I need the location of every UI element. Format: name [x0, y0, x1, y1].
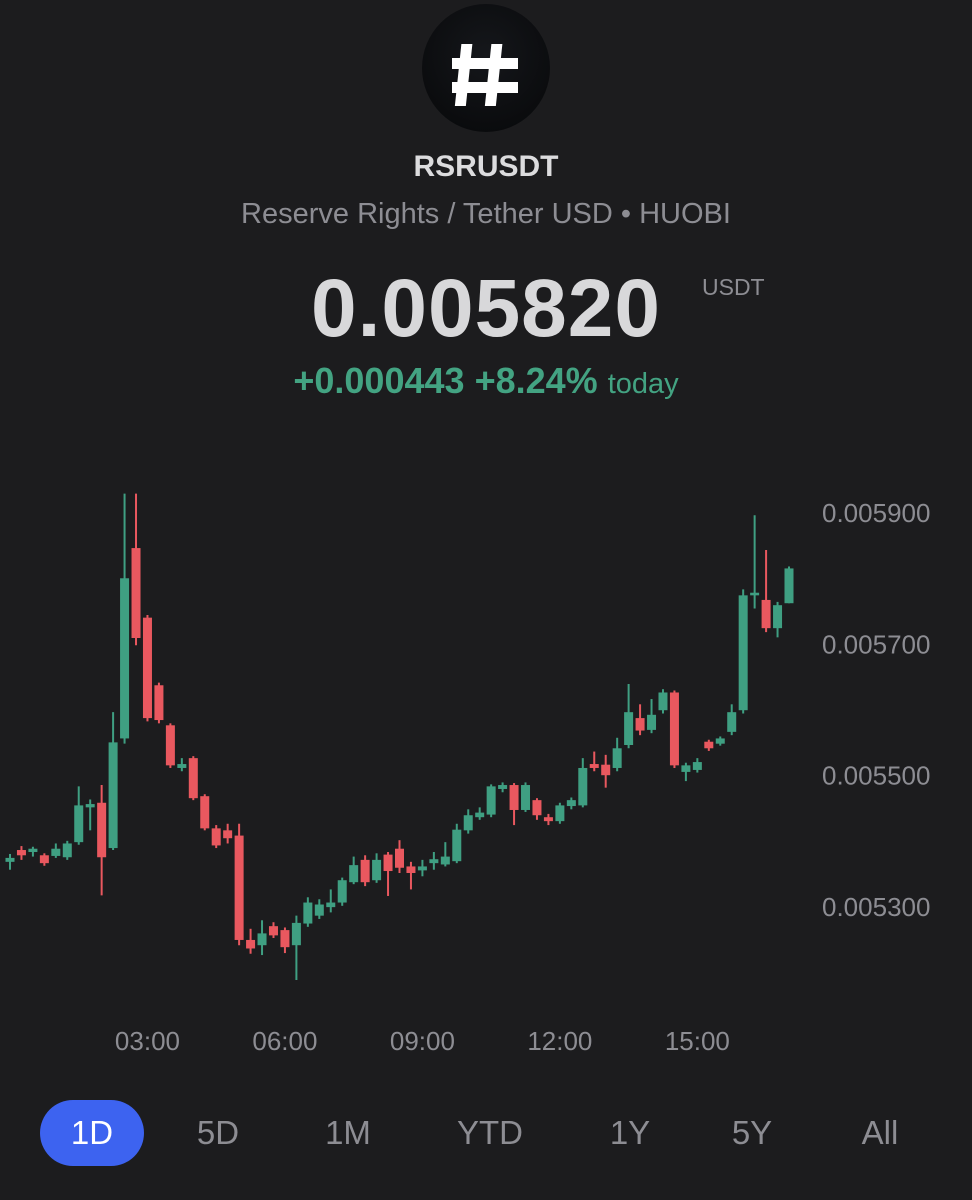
x-tick-label: 03:00: [115, 1026, 180, 1056]
candle-body: [234, 835, 244, 940]
candle-body: [452, 829, 462, 862]
candle-body: [440, 856, 450, 865]
candle-body: [280, 930, 290, 948]
candle-body: [761, 599, 771, 629]
candle-body: [406, 866, 416, 873]
range-tab[interactable]: 5D: [196, 1114, 240, 1151]
candle-body: [395, 848, 404, 868]
candle-body: [624, 712, 634, 745]
price: 0.005820: [310, 263, 661, 354]
range-tabs: 1D 5D 1M YTD 1Y 5Y All: [0, 1100, 972, 1166]
candle-body: [383, 854, 393, 872]
candle-body: [62, 843, 72, 858]
candle-body: [612, 748, 622, 768]
candle-body: [647, 714, 657, 730]
y-tick-label: 0.005300: [822, 892, 930, 922]
candle-body: [521, 785, 531, 810]
y-tick-label: 0.005900: [822, 498, 930, 528]
range-tab[interactable]: 5Y: [731, 1114, 773, 1151]
candle-body: [509, 785, 519, 810]
candle-body: [429, 859, 439, 864]
range-tab[interactable]: All: [861, 1114, 899, 1151]
x-tick-label: 15:00: [665, 1026, 730, 1056]
candle-body: [555, 805, 565, 822]
candle-body: [681, 765, 691, 772]
candle-body: [74, 805, 84, 843]
candle-body: [601, 764, 611, 776]
x-tick-label: 09:00: [390, 1026, 455, 1056]
change-period: today: [607, 368, 679, 400]
description: Reserve Rights / Tether USD • HUOBI: [241, 198, 731, 230]
logo: [422, 4, 550, 132]
candle-body: [532, 800, 542, 816]
candle-body: [566, 800, 576, 807]
candle-body: [85, 804, 95, 808]
candle-body: [692, 762, 702, 770]
candle-body: [303, 902, 313, 924]
range-tab[interactable]: 1D: [40, 1100, 144, 1166]
range-tab[interactable]: 1Y: [609, 1114, 651, 1151]
candle-body: [349, 865, 359, 883]
candle-body: [16, 850, 26, 856]
candle-body: [257, 933, 267, 946]
x-tick-label: 12:00: [527, 1026, 592, 1056]
candle-body: [188, 758, 198, 799]
candle-body: [738, 595, 748, 711]
candle-body: [372, 859, 382, 881]
candle-body: [142, 617, 152, 719]
candle-body: [475, 812, 485, 818]
candle-body: [165, 725, 175, 766]
candle-body: [223, 830, 233, 839]
candle-body: [154, 685, 164, 721]
change: +0.000443: [293, 360, 465, 401]
candle-body: [28, 848, 38, 852]
candle-body: [727, 712, 737, 732]
y-tick-label: 0.005500: [822, 761, 930, 791]
candle-body: [326, 902, 336, 908]
candle-body: [337, 880, 347, 903]
candle-body: [314, 904, 324, 916]
candle-body: [360, 859, 370, 883]
candle-body: [635, 718, 645, 731]
range-tab[interactable]: YTD: [457, 1114, 523, 1151]
candle-body: [784, 568, 794, 604]
candle-body: [750, 592, 760, 596]
change-percent: +8.24%: [474, 360, 598, 401]
candle-body: [589, 764, 599, 768]
candle-body: [291, 922, 301, 946]
candle-body: [200, 796, 210, 829]
candle-body: [51, 848, 61, 856]
candle-body: [498, 785, 508, 789]
candle-body: [120, 578, 130, 739]
chart: 0.005300 0.005500 0.005700 0.005900 03:00 06:…: [5, 493, 930, 1056]
candle-body: [246, 939, 256, 949]
candle-body: [463, 815, 473, 831]
candle-body: [715, 738, 725, 744]
candle-body: [108, 742, 118, 849]
candle-body: [177, 764, 187, 768]
candle-body: [704, 741, 714, 749]
candle-body: [131, 548, 141, 639]
candle-body: [97, 802, 107, 858]
candle-body: [669, 692, 679, 766]
y-tick-label: 0.005700: [822, 629, 930, 659]
candle-body: [5, 857, 15, 862]
symbol: RSRUSDT: [413, 150, 559, 183]
range-tab[interactable]: 1M: [325, 1114, 371, 1151]
candle-body: [211, 828, 221, 846]
candle-body: [543, 817, 553, 822]
change-line: +0.000443 +8.24% today: [0, 360, 972, 402]
candle-body: [578, 767, 588, 806]
logo-hash: [452, 44, 518, 106]
candle-body: [486, 786, 496, 815]
currency: USDT: [702, 274, 765, 300]
x-tick-label: 06:00: [252, 1026, 317, 1056]
candle-body: [39, 855, 49, 864]
candle-body: [658, 692, 668, 711]
candle-body: [268, 926, 278, 936]
candle-body: [417, 866, 427, 871]
candle-body: [773, 605, 783, 629]
